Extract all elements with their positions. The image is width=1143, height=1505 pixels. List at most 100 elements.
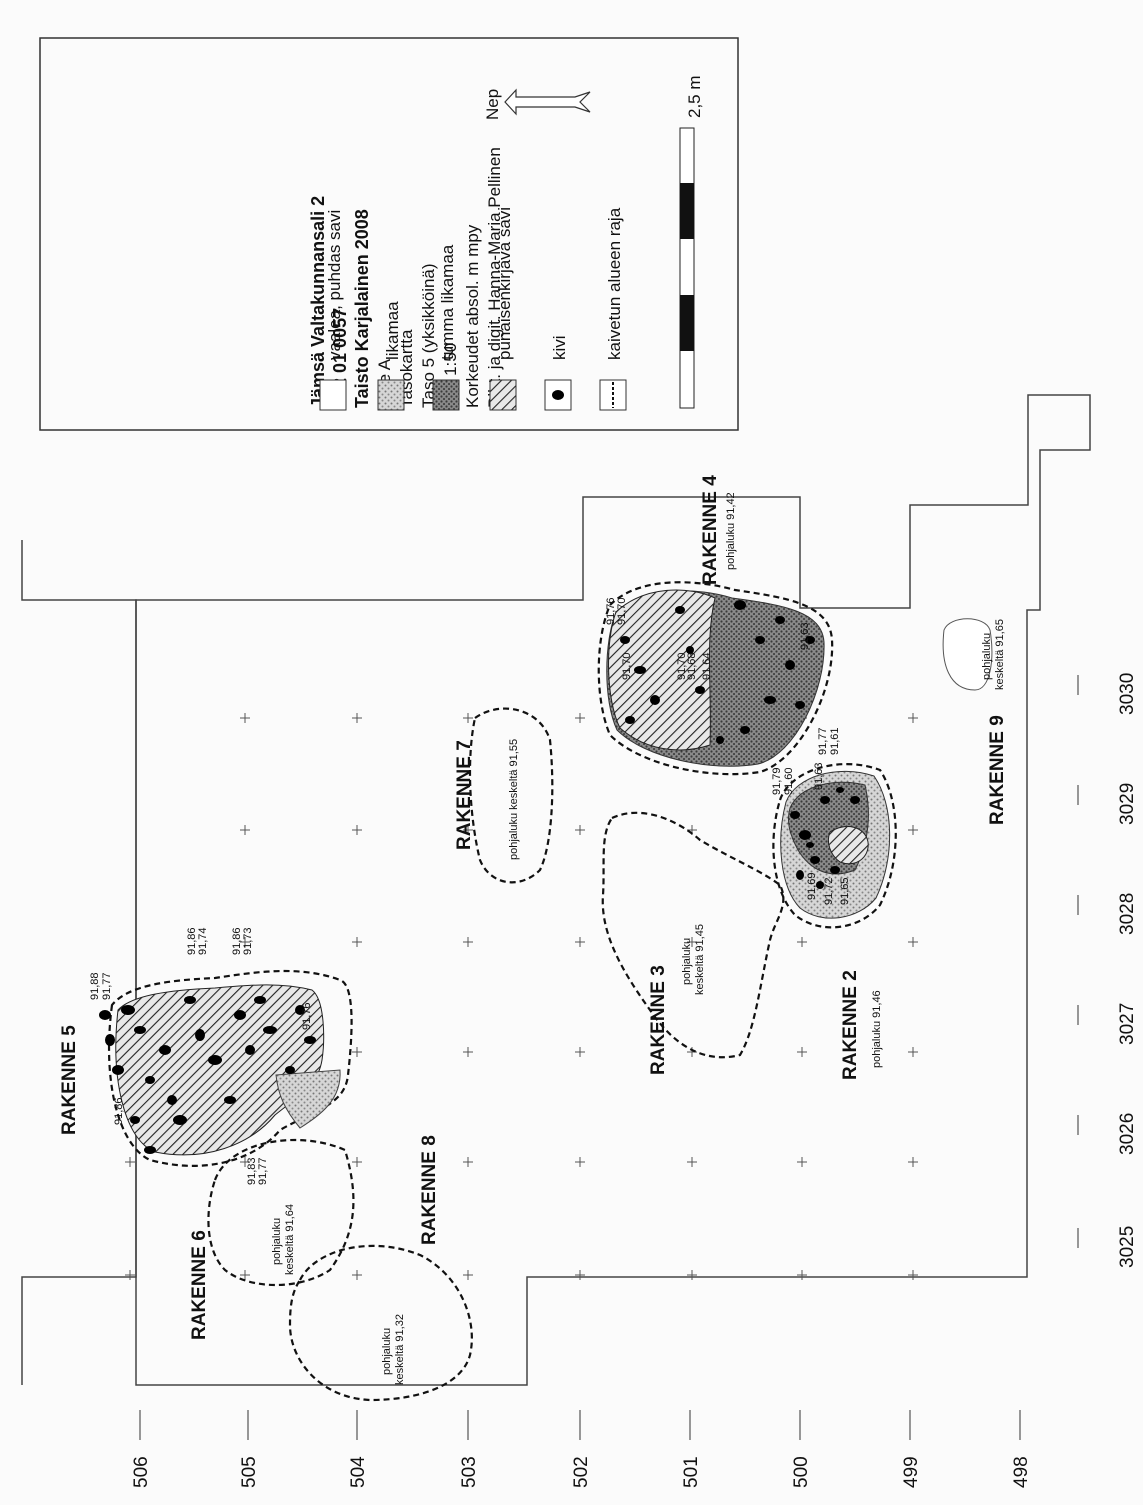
y-tick-label: 506 xyxy=(131,1456,152,1488)
stone-icon xyxy=(234,1010,246,1020)
x-tick-label: 3026 xyxy=(1117,1113,1138,1155)
stone-icon xyxy=(173,1115,187,1125)
legend-swatch-dark xyxy=(432,379,460,411)
y-tick-label: 502 xyxy=(571,1456,592,1488)
structure-8-boundary xyxy=(288,1244,473,1402)
legend-items: vaalea, puhdas savi likamaa tumma likama… xyxy=(319,207,627,411)
stone-icon xyxy=(734,600,746,610)
stone-icon xyxy=(254,996,266,1004)
north-arrow-icon xyxy=(504,88,591,116)
y-tick-label: 504 xyxy=(348,1456,369,1488)
stone-icon xyxy=(620,636,630,644)
stone-icon xyxy=(245,1045,255,1055)
stone-icon xyxy=(795,701,805,709)
structure-9-note-1: pohjaluku xyxy=(981,633,993,680)
elevation-value: 91,70 xyxy=(616,597,628,625)
structure-4-boundary xyxy=(597,581,834,776)
stone-icon xyxy=(830,866,840,874)
stone-icon xyxy=(552,390,564,400)
stone-icon xyxy=(263,1026,277,1034)
stone-icon xyxy=(634,666,646,674)
stone-icon xyxy=(99,1010,111,1020)
elevation-value: 91,83 xyxy=(246,1157,258,1185)
elevation-value: 91,72 xyxy=(823,877,835,905)
legend-info-line-6: Piirt. ja digit. Hanna-Maria Pellinen xyxy=(485,147,504,408)
stone-icon xyxy=(144,1146,156,1154)
legend-label-dark: tumma likamaa xyxy=(438,244,457,360)
legend-title-line-3: Taisto Karjalainen 2008 xyxy=(352,209,372,408)
elevation-value: 91,76 xyxy=(605,597,617,625)
elevation-value: 91,77 xyxy=(257,1157,269,1185)
stone-icon xyxy=(208,1055,222,1065)
structure-labels: RAKENNE 5 RAKENNE 6 pohjaluku keskeltä 9… xyxy=(59,475,1008,1385)
x-axis-ticks: 3025 3026 3027 3028 3029 3030 xyxy=(1077,673,1138,1268)
scale-label: 2,5 m xyxy=(685,75,704,118)
x-tick-label: 3028 xyxy=(1117,893,1138,935)
x-tick-label: 3030 xyxy=(1117,673,1138,715)
stone-icon xyxy=(112,1065,124,1075)
elevation-value: 91,76 xyxy=(301,1002,313,1030)
y-tick-label: 501 xyxy=(681,1456,702,1488)
stone-icon xyxy=(145,1076,155,1084)
stone-icon xyxy=(650,695,660,705)
elevation-value: 91,88 xyxy=(89,972,101,1000)
legend-swatch-hatched xyxy=(489,379,517,411)
legend-label-light: vaalea, puhdas savi xyxy=(325,210,344,360)
stone-icon xyxy=(686,646,694,654)
elevation-value: 91,63 xyxy=(799,622,811,650)
legend-swatch-light xyxy=(319,379,347,411)
structure-3-note-1: pohjaluku xyxy=(681,938,693,985)
structure-3-label: RAKENNE 3 xyxy=(648,965,669,1075)
stone-icon xyxy=(850,796,860,804)
x-tick-label: 3027 xyxy=(1117,1003,1138,1045)
stone-icon xyxy=(836,787,844,793)
structure-5-label: RAKENNE 5 xyxy=(59,1025,80,1135)
stone-icon xyxy=(167,1095,177,1105)
stone-icon xyxy=(740,726,750,734)
stone-icon xyxy=(816,881,824,889)
elevation-value: 91,86 xyxy=(186,927,198,955)
legend-label-dotted: likamaa xyxy=(383,301,402,360)
elevation-value: 91,60 xyxy=(783,767,795,795)
elevation-value: 91,63 xyxy=(813,762,825,790)
stone-icon xyxy=(775,616,785,624)
stone-icon xyxy=(121,1005,135,1015)
y-tick-label: 499 xyxy=(901,1456,922,1488)
structure-9-outline xyxy=(942,618,993,691)
y-tick-label: 498 xyxy=(1011,1456,1032,1488)
legend-label-hatched: punaisenkirjava savi xyxy=(495,207,514,360)
structure-2-boundary xyxy=(772,763,897,929)
stone-icon xyxy=(295,1005,305,1015)
stone-icon xyxy=(224,1096,236,1104)
elevation-value: 91,74 xyxy=(197,927,209,955)
elevation-value: 91,70 xyxy=(676,652,688,680)
structure-6-boundary xyxy=(207,1138,355,1286)
structure-7-boundary xyxy=(468,707,554,884)
legend-info-line-5: Korkeudet absol. m mpy xyxy=(463,224,482,408)
excavated-area-outline xyxy=(135,394,1091,1386)
stone-icon xyxy=(764,696,776,704)
legend-title-line-1: Jämsä Valtakunnansali 2 xyxy=(308,196,328,408)
structure-4-stones xyxy=(620,600,815,744)
structure-2-stones xyxy=(790,787,860,889)
elevation-value: 91,69 xyxy=(806,872,818,900)
elevation-value: 91,65 xyxy=(839,877,851,905)
stone-icon xyxy=(695,686,705,694)
legend-swatch-dotted xyxy=(377,379,405,411)
stone-icon xyxy=(130,1116,140,1124)
y-axis-ticks: 506 505 504 503 502 501 500 499 498 xyxy=(131,1410,1032,1488)
stone-icon xyxy=(195,1029,205,1041)
legend-info-line-3: Taso 5 (yksikköinä) xyxy=(419,263,438,408)
stone-icon xyxy=(134,1026,146,1034)
legend-label-stone: kivi xyxy=(550,335,569,360)
stone-icon xyxy=(625,716,635,724)
stone-icon xyxy=(820,796,830,804)
elevation-value: 91,73 xyxy=(242,927,254,955)
structure-5-boundary xyxy=(107,969,353,1167)
structure-8-note-2: keskeltä 91,32 xyxy=(394,1314,406,1385)
stone-icon xyxy=(755,636,765,644)
legend-label-border: kaivetun alueen raja xyxy=(605,207,624,360)
stone-icon xyxy=(785,660,795,670)
elevation-value: 91,70 xyxy=(621,652,633,680)
x-tick-label: 3025 xyxy=(1117,1226,1138,1268)
